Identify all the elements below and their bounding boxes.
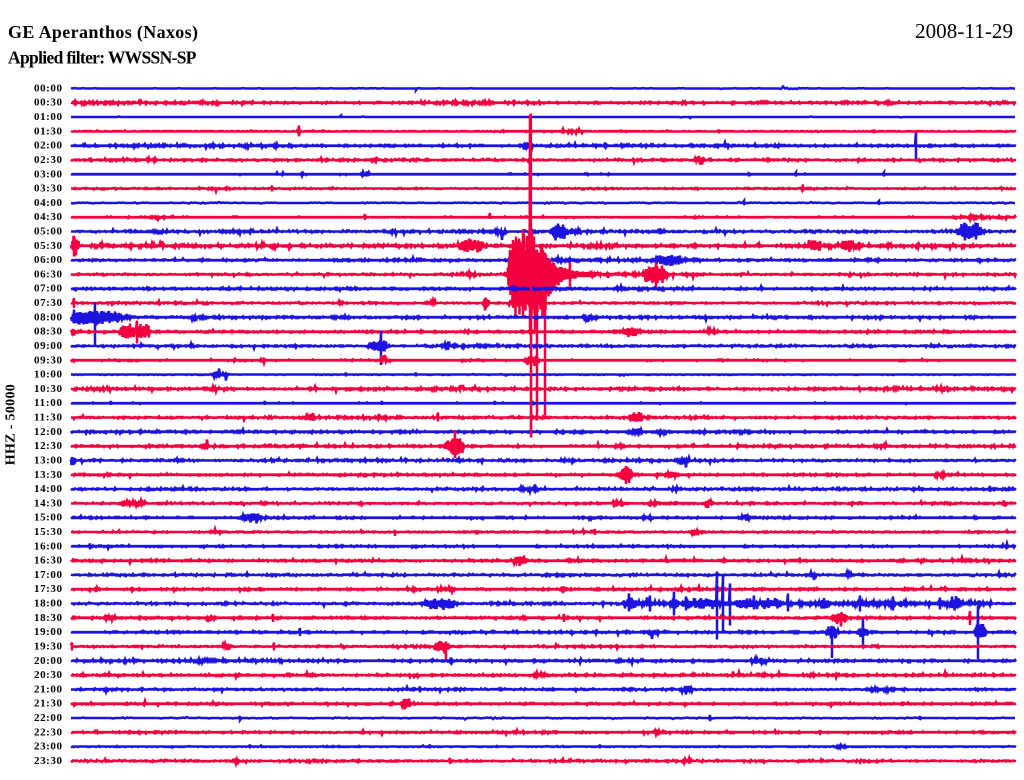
svg-text:00:00: 00:00 (34, 83, 63, 95)
svg-text:10:00: 10:00 (34, 369, 63, 381)
svg-text:22:30: 22:30 (34, 727, 63, 739)
svg-text:GE Aperanthos (Naxos): GE Aperanthos (Naxos) (8, 22, 198, 43)
svg-text:2008-11-29: 2008-11-29 (915, 19, 1013, 43)
svg-text:02:30: 02:30 (34, 154, 63, 166)
svg-text:16:30: 16:30 (34, 555, 63, 567)
svg-text:23:30: 23:30 (34, 755, 63, 767)
svg-text:19:00: 19:00 (34, 626, 63, 638)
svg-text:17:00: 17:00 (34, 569, 63, 581)
svg-text:10:30: 10:30 (34, 383, 63, 395)
svg-text:17:30: 17:30 (34, 583, 63, 595)
svg-text:16:00: 16:00 (34, 541, 63, 553)
svg-text:08:30: 08:30 (34, 326, 63, 338)
svg-text:12:00: 12:00 (34, 426, 63, 438)
svg-text:20:00: 20:00 (34, 655, 63, 667)
svg-text:07:30: 07:30 (34, 297, 63, 309)
svg-text:HHZ - 50000: HHZ - 50000 (4, 384, 19, 465)
svg-text:12:30: 12:30 (34, 440, 63, 452)
svg-text:13:30: 13:30 (34, 469, 63, 481)
svg-text:14:00: 14:00 (34, 483, 63, 495)
svg-text:13:00: 13:00 (34, 455, 63, 467)
svg-text:09:00: 09:00 (34, 340, 63, 352)
svg-text:18:00: 18:00 (34, 598, 63, 610)
svg-text:23:00: 23:00 (34, 741, 63, 753)
svg-text:01:30: 01:30 (34, 126, 63, 138)
svg-text:15:30: 15:30 (34, 526, 63, 538)
svg-text:06:00: 06:00 (34, 254, 63, 266)
svg-text:02:00: 02:00 (34, 140, 63, 152)
svg-text:11:30: 11:30 (34, 412, 63, 424)
svg-text:21:30: 21:30 (34, 698, 63, 710)
svg-text:03:00: 03:00 (34, 169, 63, 181)
svg-text:05:00: 05:00 (34, 226, 63, 238)
svg-text:04:00: 04:00 (34, 197, 63, 209)
svg-text:03:30: 03:30 (34, 183, 63, 195)
svg-text:08:00: 08:00 (34, 312, 63, 324)
svg-text:Applied filter: WWSSN-SP: Applied filter: WWSSN-SP (8, 48, 197, 68)
svg-text:00:30: 00:30 (34, 97, 63, 109)
svg-text:04:30: 04:30 (34, 211, 63, 223)
svg-text:11:00: 11:00 (34, 397, 63, 409)
svg-text:21:00: 21:00 (34, 684, 63, 696)
svg-text:19:30: 19:30 (34, 641, 63, 653)
svg-text:18:30: 18:30 (34, 612, 63, 624)
svg-text:05:30: 05:30 (34, 240, 63, 252)
svg-text:09:30: 09:30 (34, 355, 63, 367)
svg-text:15:00: 15:00 (34, 512, 63, 524)
svg-text:01:00: 01:00 (34, 111, 63, 123)
svg-text:20:30: 20:30 (34, 669, 63, 681)
svg-text:22:00: 22:00 (34, 712, 63, 724)
svg-text:06:30: 06:30 (34, 269, 63, 281)
svg-text:14:30: 14:30 (34, 498, 63, 510)
svg-text:07:00: 07:00 (34, 283, 63, 295)
